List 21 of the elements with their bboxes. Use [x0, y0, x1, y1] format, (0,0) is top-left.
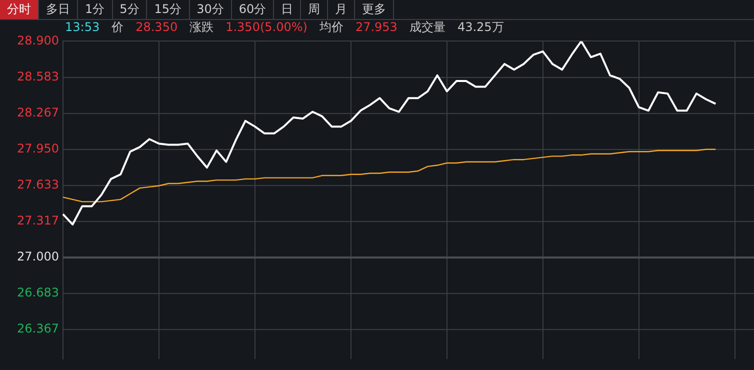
text: 1分: [78, 0, 113, 19]
y-tick-label: 27.950: [17, 141, 59, 156]
y-tick-label: 27.317: [17, 214, 59, 228]
y-tick-label: 26.683: [17, 286, 59, 300]
text: 13:53 价 28.350 涨跌 1.350(5.00%) 均价 27.953 成交量 43.25万: [65, 20, 504, 34]
text: 周: [301, 0, 328, 19]
text: 月: [328, 0, 356, 19]
y-tick-label: 26.367: [17, 322, 59, 336]
text: 30分: [190, 0, 232, 19]
y-tick-label: 28.583: [17, 69, 59, 84]
y-tick-label: 27.000: [17, 250, 59, 264]
text: 5分: [112, 0, 148, 19]
text: 日: [274, 0, 302, 19]
text: 分时: [0, 0, 39, 19]
text: 15分: [147, 0, 190, 19]
text: 60分: [232, 0, 274, 19]
text: 多日: [39, 0, 78, 19]
y-tick-label: 27.633: [17, 178, 59, 192]
y-tick-label: 28.267: [17, 105, 59, 120]
text: 更多: [355, 0, 394, 19]
y-tick-label: 28.900: [17, 33, 59, 48]
